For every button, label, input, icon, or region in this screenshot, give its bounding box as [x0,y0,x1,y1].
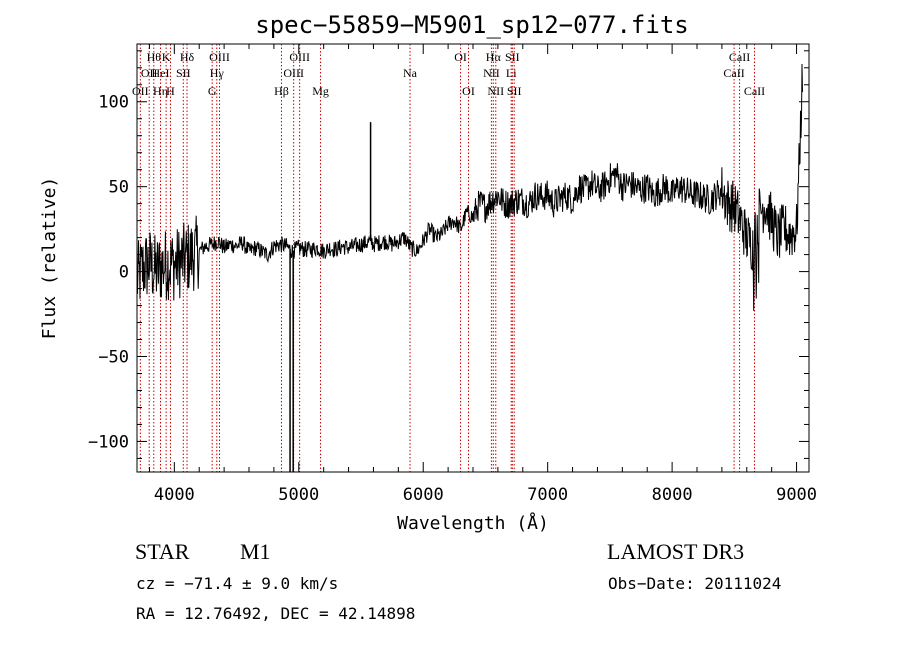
object-class: STAR [135,539,190,564]
line-marker-label: G [208,84,217,98]
y-tick-label: −50 [98,348,129,368]
y-tick-label: 50 [109,178,129,198]
spectrum-series [136,63,803,472]
y-tick-label: 0 [119,263,129,283]
plot-frame [136,43,810,473]
chart-title: spec−55859−M5901_sp12−077.fits [255,11,688,39]
line-marker-label: OI [454,50,467,64]
line-marker-label: OIII [209,50,230,64]
observation-date: Obs−Date: 20111024 [608,574,782,593]
spectrum-line [136,63,803,311]
line-marker-label: OIII [283,66,304,80]
line-marker-label: SII [176,66,191,80]
redshift-readout: cz = −71.4 ± 9.0 km/s [136,574,339,593]
axes: 4000 5000 6000 7000 8000 9000 −100 −50 0 50 100 [88,44,817,505]
line-marker-label: Na [403,66,418,80]
line-marker-label: CaII [744,84,765,98]
x-tick-label: 7000 [527,485,568,505]
x-tick-label: 5000 [278,485,319,505]
line-marker-label: OI [462,84,475,98]
line-marker-label: Hα [486,50,502,64]
line-marker-label: OIII [289,50,310,64]
line-marker-label: Hγ [210,66,225,80]
line-marker-label: CaII [723,66,744,80]
x-tick-label: 8000 [652,485,693,505]
line-marker-label: NII [487,84,504,98]
survey-name: LAMOST DR3 [607,539,745,564]
line-marker-label: Mg [312,84,329,98]
x-axis-label: Wavelength (Å) [397,512,549,534]
line-marker-label: Li [506,66,517,80]
line-marker-label: Hθ [147,50,162,64]
x-tick-label: 6000 [403,485,444,505]
coordinates-readout: RA = 12.76492, DEC = 42.14898 [136,604,416,623]
y-tick-label: 100 [98,93,129,113]
line-marker-label: Hδ [180,50,195,64]
line-marker-label: OII [132,84,149,98]
y-tick-label: −100 [88,432,129,452]
line-markers: OIIOIIHθHeIHηKHSIIHδGHγOIIIHβOIIIOIIIMgN… [132,44,765,472]
line-marker-label: SII [507,84,522,98]
y-axis-label: Flux (relative) [39,177,60,340]
line-marker-label: Hβ [274,84,289,98]
line-marker-label: Hη [153,84,168,98]
line-marker-label: NII [483,66,500,80]
line-marker-label: CaII [729,50,750,64]
line-marker-label: SII [505,50,520,64]
line-marker-label: K [162,50,171,64]
x-tick-label: 9000 [776,485,817,505]
object-subclass: M1 [240,539,271,564]
x-tick-label: 4000 [154,485,195,505]
line-marker-label: H [166,84,175,98]
